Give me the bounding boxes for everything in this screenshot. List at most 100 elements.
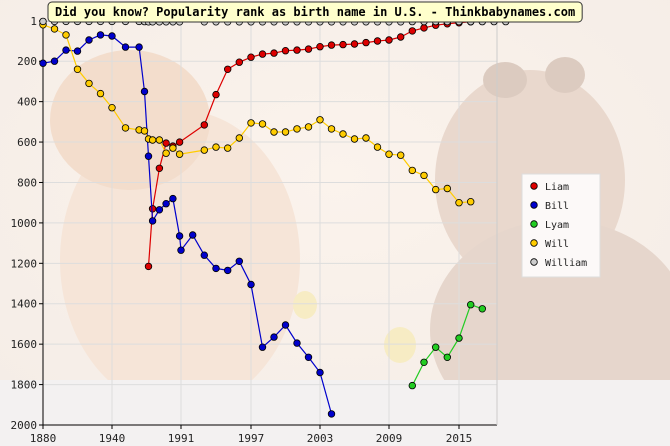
legend-label-bill: Bill: [545, 201, 569, 212]
point-bill-0: [39, 59, 47, 67]
point-will-3: [73, 65, 82, 73]
point-liam-13: [281, 47, 290, 55]
point-will-4: [85, 79, 93, 88]
y-tick-label-7: 1400: [11, 298, 38, 311]
point-lyam-5: [467, 301, 475, 309]
point-bill-8: [135, 43, 143, 51]
point-bill-19: [212, 264, 220, 273]
point-liam-14: [293, 46, 301, 54]
point-lyam-0: [408, 381, 416, 390]
point-liam-15: [304, 45, 313, 53]
point-will-2: [62, 31, 70, 39]
point-will-14: [169, 144, 177, 152]
legend: Liam Bill Lyam Will William: [521, 173, 601, 278]
legend-label-lyam: Lyam: [545, 220, 569, 231]
point-will-21: [258, 120, 267, 128]
point-lyam-1: [420, 358, 428, 366]
point-bill-26: [293, 339, 301, 347]
point-will-9: [140, 127, 149, 135]
point-will-36: [432, 185, 440, 194]
point-liam-17: [327, 41, 336, 49]
point-liam-25: [420, 24, 428, 32]
point-bill-4: [85, 36, 93, 44]
point-will-20: [247, 119, 255, 127]
point-liam-16: [316, 43, 324, 51]
legend-marker-lyam: [530, 220, 538, 228]
point-bill-5: [96, 31, 105, 39]
point-bill-10: [144, 152, 153, 160]
legend-marker-will: [530, 239, 538, 247]
point-bill-17: [188, 231, 197, 239]
point-liam-20: [362, 38, 370, 47]
point-lyam-4: [455, 334, 463, 342]
point-will-11: [148, 136, 157, 144]
point-will-28: [339, 130, 347, 138]
axes: 1200400600800100012001400160018002000188…: [11, 15, 498, 445]
point-will-31: [373, 143, 382, 151]
y-tick-label-4: 800: [17, 176, 37, 189]
point-will-35: [420, 171, 428, 180]
x-tick-label-3: 1997: [238, 432, 265, 445]
series-bill: [39, 31, 336, 418]
point-liam-1: [148, 205, 157, 213]
x-tick-label-0: 1880: [30, 432, 57, 445]
point-will-24: [293, 125, 301, 133]
point-liam-0: [144, 262, 153, 271]
legend-marker-liam: [530, 182, 538, 190]
y-tick-label-0: 1: [30, 15, 37, 28]
series-lyam: [408, 301, 486, 390]
point-bill-22: [247, 280, 255, 289]
point-will-1: [50, 25, 59, 33]
point-lyam-2: [432, 343, 440, 351]
point-will-22: [270, 128, 278, 136]
point-bill-7: [121, 43, 130, 51]
point-will-30: [362, 134, 370, 142]
point-will-23: [281, 128, 290, 136]
point-liam-7: [212, 90, 220, 99]
point-liam-12: [270, 49, 278, 57]
point-liam-9: [235, 58, 243, 66]
point-will-33: [397, 151, 405, 159]
point-will-37: [443, 184, 451, 193]
point-bill-11: [148, 217, 157, 225]
point-bill-3: [73, 47, 82, 55]
point-bill-6: [108, 32, 116, 40]
point-bill-14: [169, 194, 177, 203]
series-will: [39, 21, 475, 207]
point-liam-3: [162, 139, 170, 147]
chart-title: Did you know? Popularity rank as birth n…: [55, 5, 575, 19]
y-tick-label-2: 400: [17, 96, 37, 109]
x-tick-label-6: 2015: [446, 432, 473, 445]
y-tick-label-3: 600: [17, 136, 37, 149]
point-bill-20: [223, 266, 232, 275]
legend-label-william: William: [545, 258, 587, 269]
point-will-26: [316, 116, 324, 124]
x-tick-label-1: 1940: [99, 432, 126, 445]
point-bill-23: [258, 343, 267, 351]
point-liam-8: [223, 65, 232, 73]
point-will-38: [455, 198, 463, 207]
legend-label-will: Will: [545, 239, 569, 250]
point-liam-2: [155, 164, 164, 172]
y-tick-label-6: 1200: [11, 257, 38, 270]
point-liam-5: [175, 138, 184, 146]
point-lyam-6: [478, 305, 486, 313]
point-bill-27: [304, 353, 313, 361]
point-bill-25: [281, 321, 290, 329]
point-will-12: [155, 136, 164, 144]
point-bill-12: [155, 206, 164, 214]
y-tick-label-9: 1800: [11, 379, 38, 392]
point-will-17: [212, 143, 220, 151]
point-will-16: [200, 146, 208, 154]
point-will-39: [467, 197, 475, 206]
series-line-will: [42, 24, 471, 204]
point-liam-19: [350, 40, 359, 48]
point-bill-13: [162, 199, 170, 208]
point-bill-18: [200, 251, 208, 259]
point-liam-23: [397, 33, 405, 41]
point-will-7: [121, 124, 130, 132]
point-will-13: [162, 149, 170, 157]
y-tick-label-5: 1000: [11, 217, 38, 230]
point-bill-15: [175, 232, 184, 240]
